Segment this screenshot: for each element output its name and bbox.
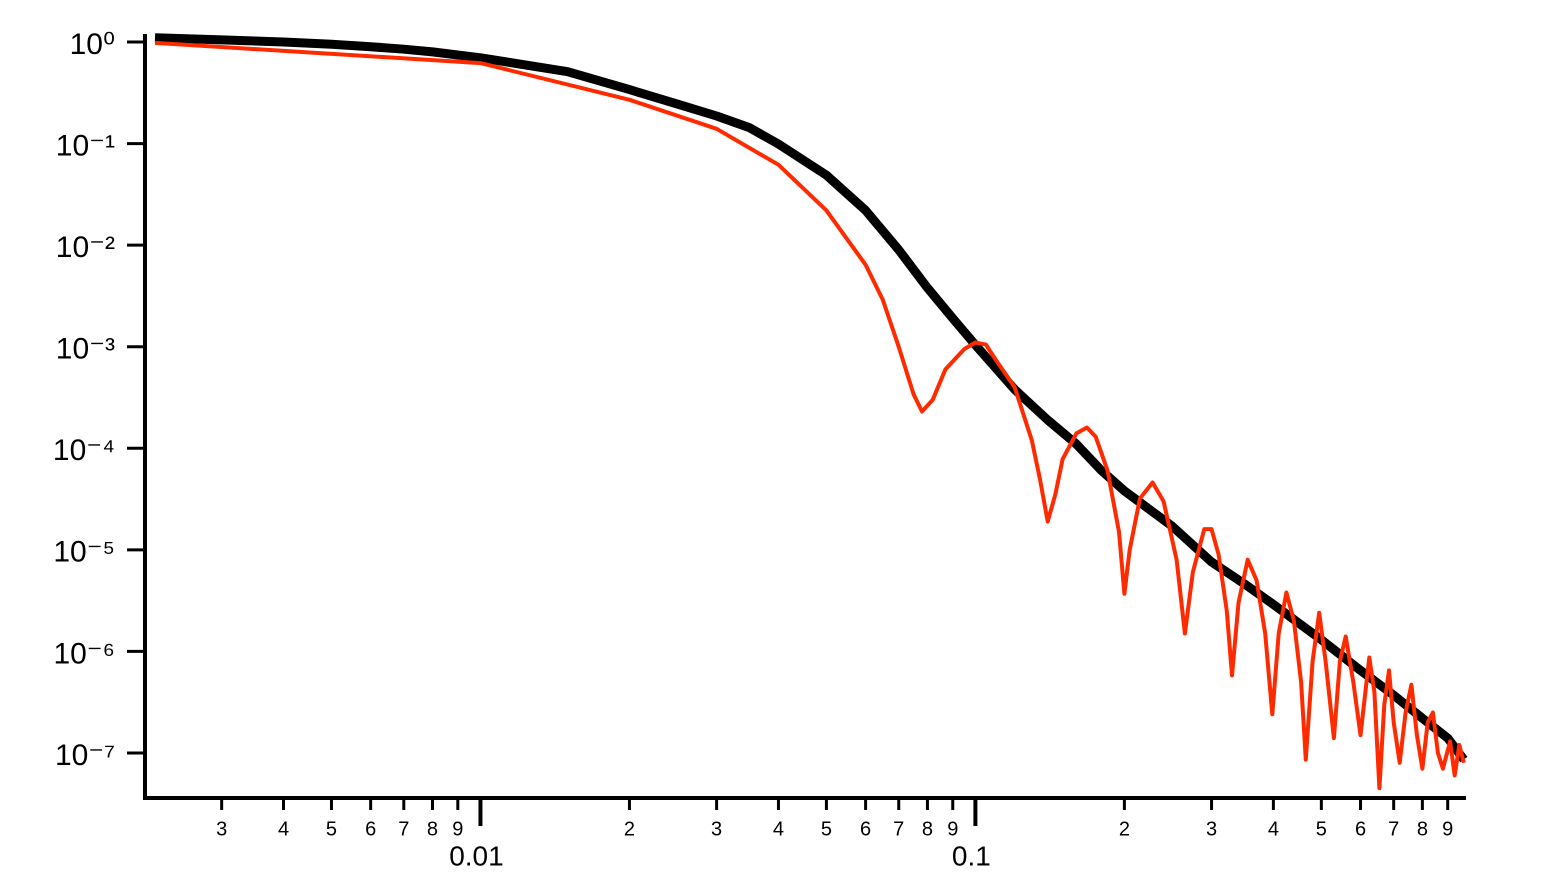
x-tick-label: 7: [398, 818, 409, 840]
x-tick-label: 8: [427, 818, 438, 840]
x-tick-label: 9: [947, 818, 958, 840]
x-tick-label: 8: [922, 818, 933, 840]
y-tick-label: 10⁰: [70, 28, 115, 61]
y-tick-label: 10⁻⁶: [53, 637, 115, 670]
y-tick-label: 10⁻¹: [56, 130, 115, 163]
x-tick-label: 7: [1388, 818, 1399, 840]
x-tick-label: 7: [893, 818, 904, 840]
x-tick-label: 2: [1119, 818, 1130, 840]
x-tick-label: 2: [624, 818, 635, 840]
y-tick-label: 10⁻³: [56, 333, 115, 366]
x-tick-label: 6: [365, 818, 376, 840]
data-line: [154, 40, 1466, 791]
y-tick-label: 10⁻⁴: [53, 434, 115, 467]
x-tick-label: 3: [1206, 818, 1217, 840]
x-tick-label: 3: [711, 818, 722, 840]
y-tick-label: 10⁻⁷: [55, 739, 115, 772]
x-tick-label: 5: [1316, 818, 1327, 840]
x-tick-label: 5: [821, 818, 832, 840]
x-tick-label: 0.1: [952, 840, 991, 871]
x-tick-label: 6: [1355, 818, 1366, 840]
x-tick-label: 5: [326, 818, 337, 840]
x-tick-label: 3: [216, 818, 227, 840]
x-tick-label: 6: [860, 818, 871, 840]
x-tick-label: 9: [452, 818, 463, 840]
x-tick-label: 0.01: [449, 840, 504, 871]
x-tick-label: 9: [1442, 818, 1453, 840]
x-tick-label: 4: [773, 818, 784, 840]
y-tick-label: 10⁻²: [56, 231, 115, 264]
y-tick-label: 10⁻⁵: [53, 536, 115, 569]
x-tick-label: 8: [1417, 818, 1428, 840]
x-tick-label: 4: [1268, 818, 1279, 840]
data-line: [154, 33, 1468, 763]
x-tick-label: 4: [278, 818, 289, 840]
